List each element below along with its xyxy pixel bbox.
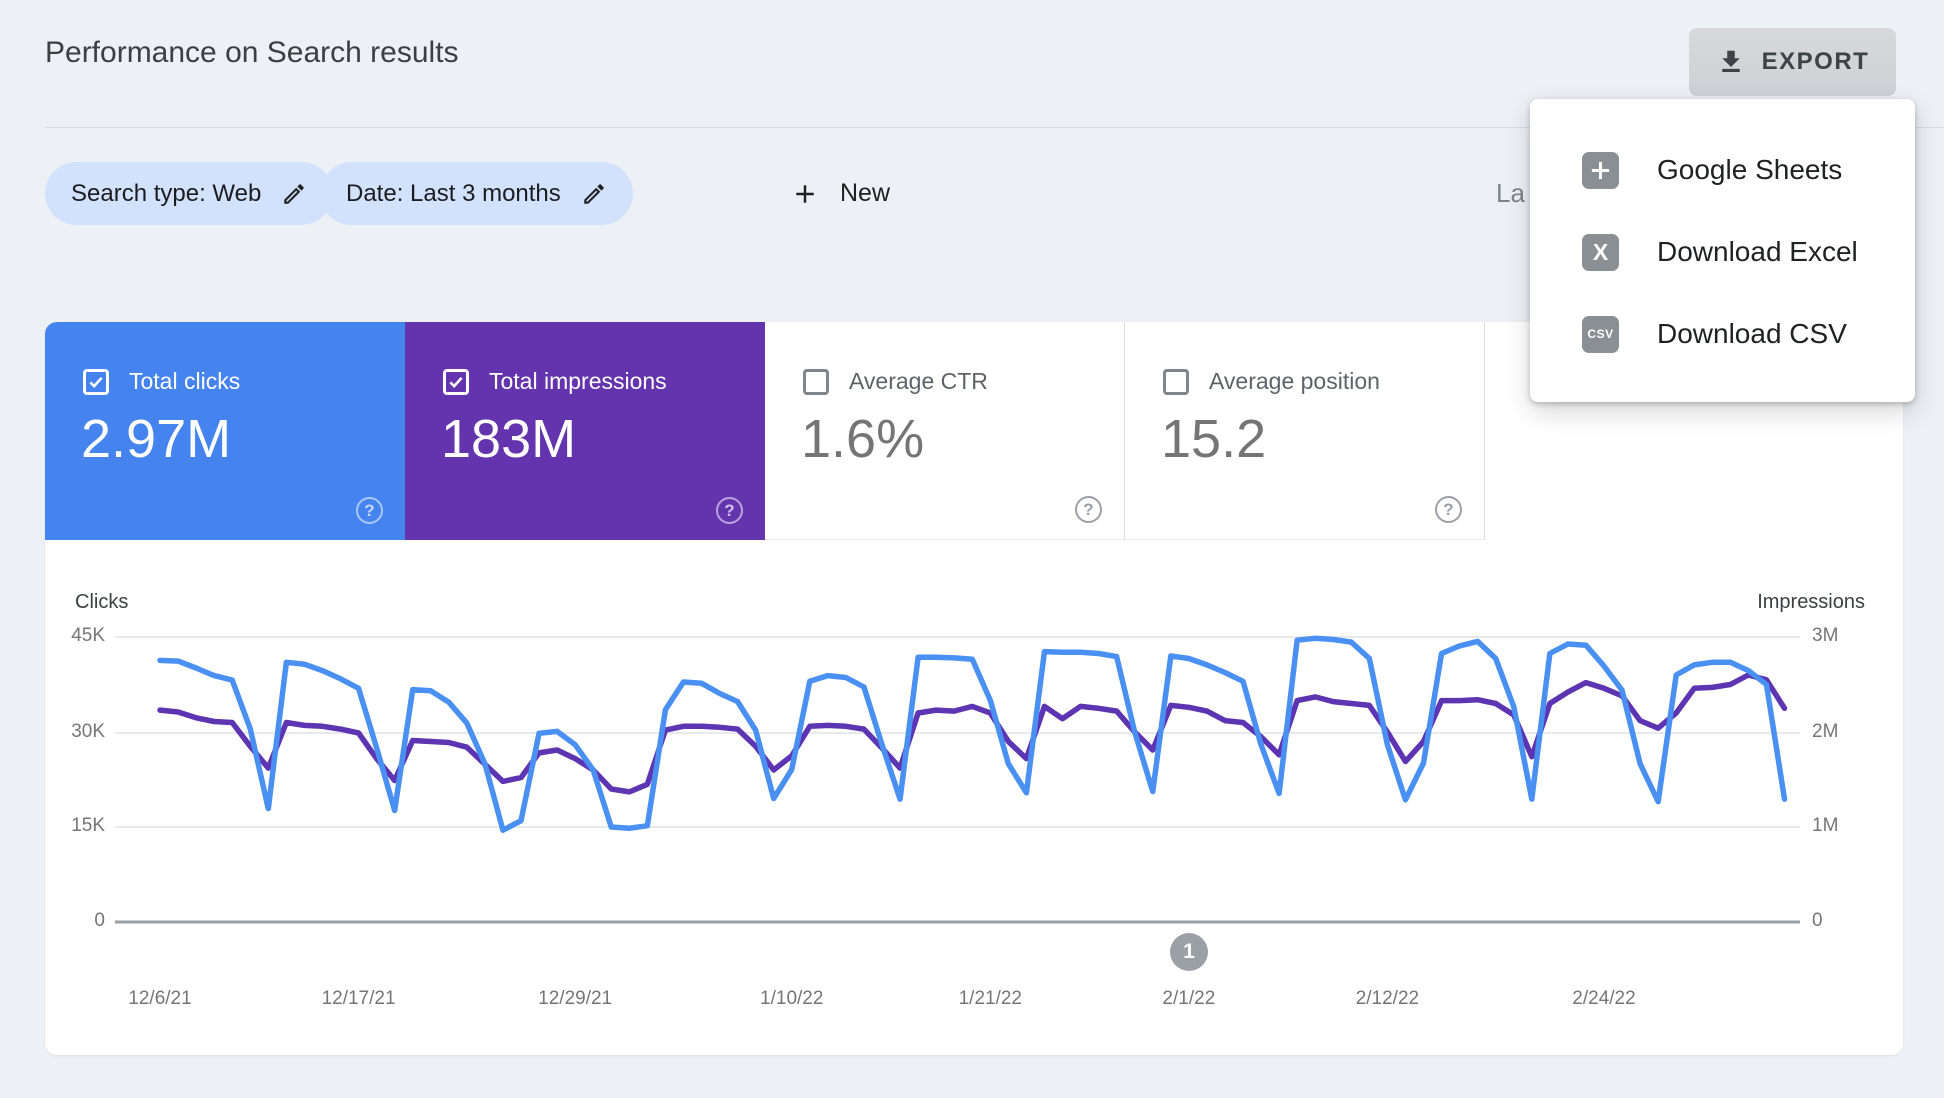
metric-value: 183M bbox=[441, 409, 577, 469]
checkbox-unchecked-icon[interactable] bbox=[1163, 368, 1189, 395]
metric-label: Total impressions bbox=[489, 368, 667, 394]
card-average-position[interactable]: Average position 15.2 ? bbox=[1125, 322, 1485, 540]
right-tick-label: 2M bbox=[1812, 721, 1839, 742]
left-tick-label: 0 bbox=[94, 910, 105, 931]
x-axis-label: 12/17/21 bbox=[321, 988, 396, 1009]
left-tick-label: 15K bbox=[71, 815, 105, 836]
plus-icon bbox=[790, 179, 820, 209]
new-filter-label: New bbox=[840, 179, 891, 207]
metric-label: Total clicks bbox=[129, 368, 241, 394]
x-axis-label: 2/24/22 bbox=[1572, 988, 1636, 1009]
export-button-label: EXPORT bbox=[1761, 48, 1870, 75]
menu-item-label: Google Sheets bbox=[1657, 154, 1843, 185]
checkbox-checked-icon[interactable] bbox=[83, 368, 109, 395]
metric-value: 2.97M bbox=[81, 409, 232, 469]
help-icon[interactable]: ? bbox=[1075, 496, 1102, 523]
menu-item-google-sheets[interactable]: Google Sheets bbox=[1530, 129, 1915, 211]
left-tick-label: 30K bbox=[71, 721, 105, 742]
checkbox-unchecked-icon[interactable] bbox=[803, 368, 829, 395]
x-axis-label: 2/1/22 bbox=[1162, 988, 1216, 1009]
pencil-icon[interactable] bbox=[281, 181, 307, 207]
page-title: Performance on Search results bbox=[45, 36, 459, 69]
report-panel: Total clicks 2.97M ? Total impressions 1… bbox=[45, 322, 1903, 1055]
x-axis-label: 2/12/22 bbox=[1355, 988, 1420, 1009]
right-axis-title: Impressions bbox=[1757, 591, 1865, 613]
date-range-chip-label: Date: Last 3 months bbox=[346, 179, 561, 207]
menu-item-download-csv[interactable]: CSV Download CSV bbox=[1530, 293, 1915, 375]
search-type-chip-label: Search type: Web bbox=[71, 179, 262, 207]
new-filter-button[interactable]: New bbox=[790, 162, 890, 225]
export-dropdown-menu: Google Sheets X Download Excel CSV Downl… bbox=[1530, 99, 1915, 402]
card-average-ctr[interactable]: Average CTR 1.6% ? bbox=[765, 322, 1125, 540]
menu-item-download-excel[interactable]: X Download Excel bbox=[1530, 211, 1915, 293]
checkbox-checked-icon[interactable] bbox=[443, 368, 469, 395]
last-updated-text: La bbox=[1496, 178, 1525, 208]
metric-value: 15.2 bbox=[1161, 409, 1267, 469]
right-tick-label: 0 bbox=[1812, 910, 1823, 931]
right-tick-label: 3M bbox=[1812, 625, 1839, 646]
help-icon[interactable]: ? bbox=[356, 497, 383, 524]
menu-item-label: Download CSV bbox=[1657, 318, 1847, 349]
search-type-chip[interactable]: Search type: Web bbox=[45, 162, 334, 225]
x-axis-label: 12/29/21 bbox=[538, 988, 613, 1009]
help-icon[interactable]: ? bbox=[716, 497, 743, 524]
menu-item-label: Download Excel bbox=[1657, 236, 1858, 267]
metric-label: Average CTR bbox=[849, 368, 988, 394]
export-button[interactable]: EXPORT bbox=[1689, 28, 1896, 96]
left-tick-label: 45K bbox=[71, 625, 105, 646]
metric-cards-row: Total clicks 2.97M ? Total impressions 1… bbox=[45, 322, 1903, 540]
excel-icon: X bbox=[1582, 233, 1619, 271]
right-tick-label: 1M bbox=[1812, 815, 1839, 836]
card-total-clicks[interactable]: Total clicks 2.97M ? bbox=[45, 322, 405, 540]
header-divider bbox=[45, 127, 1944, 128]
metric-label: Average position bbox=[1209, 368, 1380, 394]
left-axis-title: Clicks bbox=[75, 591, 129, 613]
date-range-chip[interactable]: Date: Last 3 months bbox=[320, 162, 633, 225]
google-sheets-icon bbox=[1582, 151, 1619, 189]
x-axis-label: 12/6/21 bbox=[128, 988, 192, 1009]
x-axis-label: 1/21/22 bbox=[958, 988, 1022, 1009]
card-total-impressions[interactable]: Total impressions 183M ? bbox=[405, 322, 765, 540]
metric-value: 1.6% bbox=[801, 409, 925, 469]
csv-icon: CSV bbox=[1582, 315, 1619, 353]
x-axis-label: 1/10/22 bbox=[760, 988, 824, 1009]
pencil-icon[interactable] bbox=[581, 181, 607, 207]
pagination-page-1[interactable]: 1 bbox=[1170, 933, 1208, 971]
download-icon bbox=[1716, 47, 1746, 77]
help-icon[interactable]: ? bbox=[1435, 496, 1462, 523]
